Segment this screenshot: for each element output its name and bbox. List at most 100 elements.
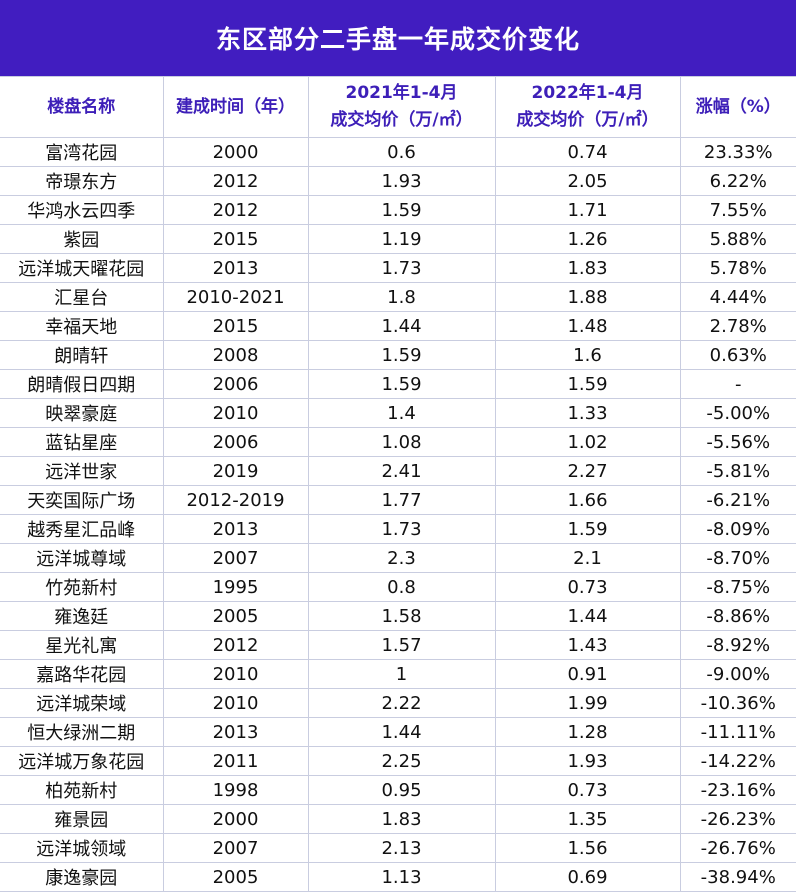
cell-build-year: 2012 [163,167,308,196]
cell-change: - [680,370,796,399]
cell-change: -8.92% [680,631,796,660]
cell-price-2021: 2.3 [308,544,495,573]
header-line: 2022年1-4月 [496,80,680,107]
cell-price-2021: 1.83 [308,805,495,834]
cell-price-2022: 1.66 [495,486,680,515]
cell-change: -8.09% [680,515,796,544]
cell-name: 越秀星汇品峰 [0,515,163,544]
cell-build-year: 2010 [163,689,308,718]
cell-price-2021: 1.73 [308,254,495,283]
cell-price-2022: 1.59 [495,515,680,544]
cell-change: -11.11% [680,718,796,747]
cell-price-2021: 1.57 [308,631,495,660]
cell-price-2021: 2.41 [308,457,495,486]
cell-change: 23.33% [680,138,796,167]
cell-build-year: 2011 [163,747,308,776]
cell-build-year: 2005 [163,602,308,631]
cell-name: 远洋城尊域 [0,544,163,573]
cell-name: 远洋城万象花园 [0,747,163,776]
cell-name: 映翠豪庭 [0,399,163,428]
cell-name: 幸福天地 [0,312,163,341]
cell-build-year: 2012 [163,631,308,660]
cell-price-2022: 1.33 [495,399,680,428]
cell-price-2022: 1.56 [495,834,680,863]
cell-name: 朗晴轩 [0,341,163,370]
cell-name: 雍逸廷 [0,602,163,631]
cell-name: 帝璟东方 [0,167,163,196]
cell-build-year: 1995 [163,573,308,602]
cell-build-year: 2007 [163,544,308,573]
cell-price-2022: 1.02 [495,428,680,457]
cell-price-2022: 0.73 [495,573,680,602]
cell-price-2022: 1.35 [495,805,680,834]
price-change-table: 楼盘名称建成时间（年）2021年1-4月成交均价（万/㎡）2022年1-4月成交… [0,76,796,892]
cell-change: -26.23% [680,805,796,834]
cell-build-year: 2000 [163,138,308,167]
cell-build-year: 2000 [163,805,308,834]
cell-price-2022: 1.43 [495,631,680,660]
cell-name: 雍景园 [0,805,163,834]
cell-build-year: 2010 [163,660,308,689]
cell-price-2022: 1.59 [495,370,680,399]
cell-change: 2.78% [680,312,796,341]
cell-price-2021: 2.25 [308,747,495,776]
cell-build-year: 2013 [163,718,308,747]
cell-change: -38.94% [680,863,796,892]
cell-name: 远洋城天曜花园 [0,254,163,283]
cell-build-year: 2008 [163,341,308,370]
cell-name: 远洋世家 [0,457,163,486]
cell-name: 蓝钻星座 [0,428,163,457]
cell-name: 柏苑新村 [0,776,163,805]
cell-name: 汇星台 [0,283,163,312]
cell-change: -10.36% [680,689,796,718]
cell-change: 5.88% [680,225,796,254]
cell-name: 朗晴假日四期 [0,370,163,399]
cell-price-2021: 1.59 [308,196,495,225]
header-name: 楼盘名称 [0,77,163,138]
cell-build-year: 2006 [163,370,308,399]
cell-price-2022: 0.73 [495,776,680,805]
cell-price-2021: 0.8 [308,573,495,602]
cell-price-2021: 1.4 [308,399,495,428]
cell-price-2022: 0.91 [495,660,680,689]
cell-price-2022: 1.93 [495,747,680,776]
cell-name: 天奕国际广场 [0,486,163,515]
cell-price-2022: 1.28 [495,718,680,747]
cell-build-year: 1998 [163,776,308,805]
cell-change: -6.21% [680,486,796,515]
cell-price-2022: 1.44 [495,602,680,631]
cell-price-2022: 1.6 [495,341,680,370]
cell-price-2021: 1.73 [308,515,495,544]
cell-change: 6.22% [680,167,796,196]
cell-name: 康逸豪园 [0,863,163,892]
cell-price-2022: 1.99 [495,689,680,718]
cell-price-2022: 1.71 [495,196,680,225]
cell-change: -8.86% [680,602,796,631]
cell-change: -8.70% [680,544,796,573]
cell-price-2022: 1.48 [495,312,680,341]
cell-build-year: 2013 [163,515,308,544]
cell-build-year: 2013 [163,254,308,283]
cell-name: 紫园 [0,225,163,254]
cell-price-2021: 1.8 [308,283,495,312]
cell-price-2021: 2.22 [308,689,495,718]
cell-change: -23.16% [680,776,796,805]
cell-price-2022: 0.69 [495,863,680,892]
cell-price-2022: 2.27 [495,457,680,486]
cell-price-2022: 1.26 [495,225,680,254]
